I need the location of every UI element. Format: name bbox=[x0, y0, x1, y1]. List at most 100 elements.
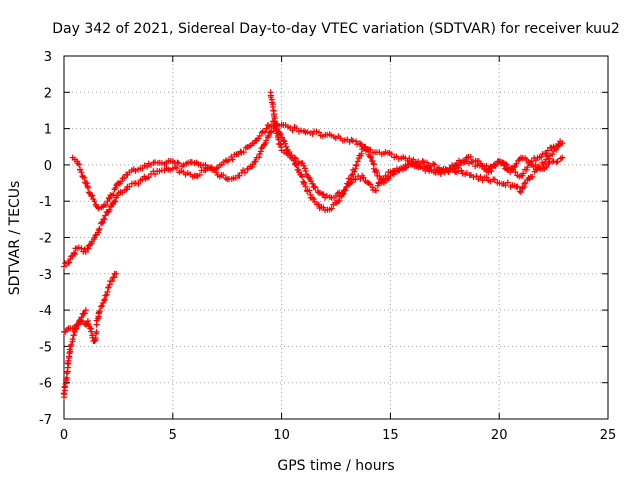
data-point bbox=[357, 176, 364, 182]
data-point bbox=[96, 225, 103, 232]
x-tick-label: 10 bbox=[273, 428, 290, 443]
data-point bbox=[454, 161, 460, 167]
data-point bbox=[202, 161, 209, 168]
data-point bbox=[504, 179, 511, 186]
data-point bbox=[293, 125, 300, 132]
data-point bbox=[336, 189, 343, 196]
y-tick-label: -3 bbox=[39, 268, 52, 283]
data-point bbox=[85, 184, 91, 191]
data-point bbox=[91, 198, 98, 205]
data-point bbox=[144, 163, 151, 170]
data-point bbox=[348, 179, 355, 186]
data-point bbox=[85, 245, 92, 252]
data-point bbox=[106, 206, 113, 213]
data-point bbox=[78, 169, 85, 176]
data-point bbox=[299, 173, 306, 180]
data-point bbox=[66, 346, 73, 353]
data-point bbox=[521, 180, 528, 187]
data-point bbox=[353, 138, 359, 145]
data-point bbox=[424, 159, 430, 166]
data-point bbox=[328, 205, 335, 212]
data-point bbox=[256, 132, 263, 139]
data-point bbox=[67, 256, 74, 262]
data-point bbox=[437, 170, 444, 177]
data-point bbox=[96, 308, 103, 315]
data-points bbox=[60, 89, 566, 401]
data-point bbox=[301, 179, 308, 186]
x-tick-label: 25 bbox=[600, 428, 617, 443]
data-point bbox=[353, 161, 360, 168]
data-point bbox=[323, 192, 330, 199]
data-point bbox=[88, 328, 95, 335]
data-point bbox=[95, 205, 102, 212]
data-point bbox=[348, 172, 355, 179]
data-point bbox=[467, 154, 474, 160]
y-tick-label: -7 bbox=[39, 413, 52, 428]
data-point bbox=[102, 212, 109, 219]
data-point bbox=[477, 160, 484, 167]
data-point bbox=[76, 161, 83, 168]
data-point bbox=[373, 187, 379, 194]
data-point bbox=[369, 158, 376, 164]
data-point bbox=[256, 154, 262, 161]
data-point bbox=[71, 251, 78, 258]
data-point bbox=[173, 165, 180, 172]
data-point bbox=[522, 180, 529, 186]
data-point bbox=[554, 158, 561, 165]
data-point bbox=[61, 391, 68, 398]
data-point bbox=[299, 160, 306, 167]
data-point bbox=[112, 198, 119, 205]
data-point bbox=[378, 179, 384, 186]
data-point bbox=[252, 158, 259, 165]
data-point bbox=[66, 259, 73, 266]
grid bbox=[64, 56, 608, 419]
data-point bbox=[63, 376, 70, 383]
data-point bbox=[65, 357, 72, 364]
data-point bbox=[77, 319, 84, 326]
data-point bbox=[78, 245, 85, 252]
data-point bbox=[145, 174, 152, 181]
data-point bbox=[431, 161, 438, 168]
data-point bbox=[132, 180, 139, 186]
data-point bbox=[503, 161, 510, 168]
data-point bbox=[367, 153, 373, 160]
data-point bbox=[452, 161, 459, 168]
data-point bbox=[477, 173, 484, 180]
y-tick-labels: -7 -6 -5 -4 -3 -2 -1 0 1 2 3 bbox=[39, 50, 52, 428]
data-point bbox=[103, 291, 110, 298]
data-point bbox=[514, 183, 521, 190]
data-point bbox=[360, 174, 367, 181]
data-point bbox=[520, 170, 527, 177]
data-point bbox=[98, 303, 104, 310]
data-point bbox=[121, 175, 128, 181]
y-tick-label: -5 bbox=[39, 340, 52, 355]
data-point bbox=[229, 156, 236, 163]
data-point bbox=[71, 249, 77, 256]
y-tick-label: 1 bbox=[44, 123, 52, 138]
data-point bbox=[61, 263, 67, 270]
data-point bbox=[285, 151, 292, 157]
x-axis-label: GPS time / hours bbox=[277, 458, 394, 474]
data-point bbox=[82, 249, 89, 255]
data-point bbox=[306, 187, 313, 194]
y-tick-label: -2 bbox=[39, 232, 52, 247]
x-tick-label: 15 bbox=[382, 428, 399, 443]
axis-ticks bbox=[63, 55, 609, 420]
data-point bbox=[400, 166, 406, 173]
data-point bbox=[512, 169, 519, 175]
data-point bbox=[304, 128, 311, 135]
data-point bbox=[152, 171, 159, 178]
data-point bbox=[103, 202, 110, 209]
data-point bbox=[556, 142, 562, 149]
data-point bbox=[458, 167, 465, 174]
data-point bbox=[70, 332, 77, 339]
data-point bbox=[101, 216, 108, 223]
data-point bbox=[289, 127, 296, 134]
data-point bbox=[524, 164, 531, 171]
data-point bbox=[545, 155, 552, 162]
data-point bbox=[84, 318, 91, 324]
data-point bbox=[118, 178, 125, 185]
data-point bbox=[175, 160, 182, 167]
data-point bbox=[491, 176, 498, 183]
